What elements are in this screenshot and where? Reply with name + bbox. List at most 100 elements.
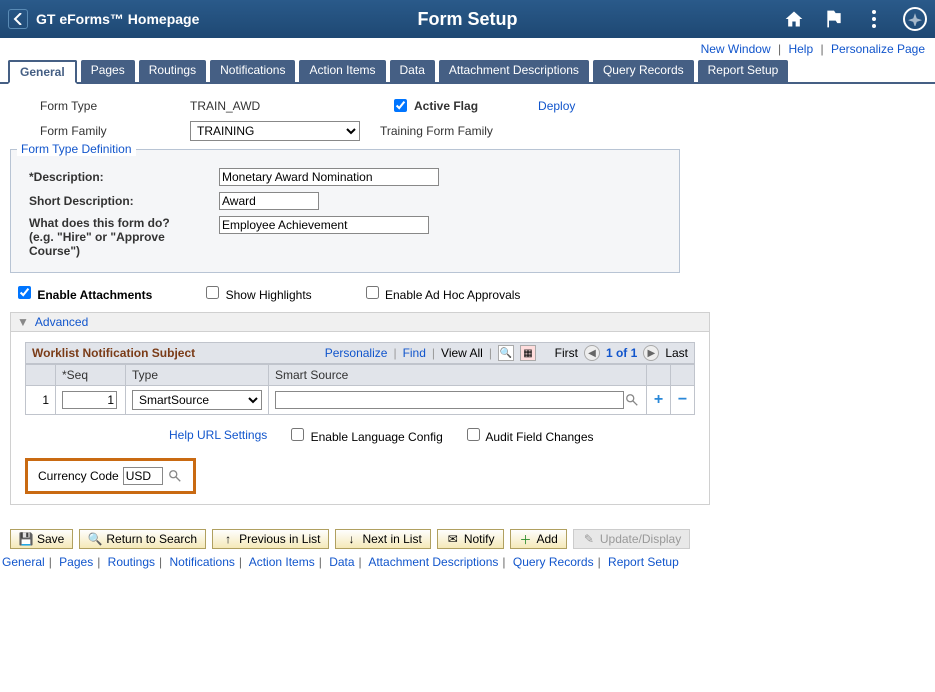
return-search-button[interactable]: 🔍 Return to Search	[79, 529, 206, 549]
col-seq[interactable]: *Seq	[56, 365, 126, 386]
audit-field-option[interactable]: Audit Field Changes	[463, 425, 594, 444]
add-button[interactable]: ＋ Add	[510, 529, 567, 549]
description-label: *Description:	[29, 170, 219, 184]
fl-data[interactable]: Data	[329, 555, 354, 569]
advanced-toggle[interactable]: ▼ Advanced	[10, 312, 710, 332]
currency-code-input[interactable]	[123, 467, 163, 485]
tab-routings[interactable]: Routings	[139, 60, 206, 82]
form-type-definition-group: Form Type Definition *Description: Short…	[10, 149, 680, 273]
separator: |	[432, 346, 435, 360]
fl-pages[interactable]: Pages	[59, 555, 93, 569]
deploy-link[interactable]: Deploy	[538, 99, 575, 113]
show-highlights-checkbox[interactable]	[206, 286, 219, 299]
breadcrumb[interactable]: GT eForms™ Homepage	[36, 11, 199, 27]
compass-icon[interactable]	[903, 7, 927, 31]
enable-attachments-option[interactable]: Enable Attachments	[14, 283, 152, 302]
zoom-icon[interactable]: 🔍	[498, 345, 514, 361]
next-label: Next in List	[362, 532, 421, 546]
audit-field-checkbox[interactable]	[467, 428, 480, 441]
fl-general[interactable]: General	[2, 555, 45, 569]
prev-page-button[interactable]: ◀	[584, 345, 600, 361]
sub-options-row: Help URL Settings Enable Language Config…	[25, 415, 695, 454]
form-family-select[interactable]: TRAINING	[190, 121, 360, 141]
fl-query-records[interactable]: Query Records	[513, 555, 594, 569]
tab-bar: General Pages Routings Notifications Act…	[0, 60, 935, 84]
fl-notifications[interactable]: Notifications	[170, 555, 235, 569]
back-button[interactable]	[8, 9, 28, 29]
active-flag-checkbox[interactable]	[394, 99, 407, 112]
enable-lang-checkbox[interactable]	[291, 428, 304, 441]
tab-notifications[interactable]: Notifications	[210, 60, 295, 82]
tab-query-records[interactable]: Query Records	[593, 60, 694, 82]
tab-pages[interactable]: Pages	[81, 60, 135, 82]
prev-label: Previous in List	[239, 532, 320, 546]
tab-action-items[interactable]: Action Items	[299, 60, 385, 82]
tab-data[interactable]: Data	[390, 60, 435, 82]
new-window-link[interactable]: New Window	[701, 42, 771, 56]
help-link[interactable]: Help	[788, 42, 813, 56]
fl-routings[interactable]: Routings	[108, 555, 155, 569]
lookup-icon[interactable]	[624, 392, 640, 408]
flag-icon[interactable]	[823, 8, 845, 30]
view-all-link[interactable]: View All	[441, 346, 483, 360]
update-icon: ✎	[582, 532, 596, 546]
enable-lang-option[interactable]: Enable Language Config	[287, 425, 442, 444]
enable-adhoc-checkbox[interactable]	[366, 286, 379, 299]
options-row: Enable Attachments Show Highlights Enabl…	[10, 273, 925, 312]
what-does-label: What does this form do? (e.g. "Hire" or …	[29, 216, 219, 258]
table-row: 1 SmartSource + −	[26, 386, 695, 415]
fl-attachment-desc[interactable]: Attachment Descriptions	[368, 555, 498, 569]
fl-action-items[interactable]: Action Items	[249, 555, 315, 569]
top-links: New Window | Help | Personalize Page	[0, 38, 935, 60]
row-num: 1	[26, 386, 56, 415]
tab-attachment-descriptions[interactable]: Attachment Descriptions	[439, 60, 589, 82]
enable-adhoc-option[interactable]: Enable Ad Hoc Approvals	[362, 283, 521, 302]
save-icon: 💾	[19, 532, 33, 546]
col-add	[647, 365, 671, 386]
seq-input[interactable]	[62, 391, 117, 409]
type-select[interactable]: SmartSource	[132, 390, 262, 410]
audit-field-label: Audit Field Changes	[485, 430, 593, 444]
col-source[interactable]: Smart Source	[269, 365, 647, 386]
personalize-link[interactable]: Personalize Page	[831, 42, 925, 56]
separator: |	[393, 346, 396, 360]
download-icon[interactable]: ▦	[520, 345, 536, 361]
delete-row-button[interactable]: −	[678, 391, 687, 408]
next-list-button[interactable]: ↓ Next in List	[335, 529, 430, 549]
first-link[interactable]: First	[555, 346, 578, 360]
home-icon[interactable]	[783, 8, 805, 30]
worklist-grid: *Seq Type Smart Source 1 SmartSource	[25, 364, 695, 415]
add-row-button[interactable]: +	[654, 391, 663, 408]
smart-source-input[interactable]	[275, 391, 624, 409]
find-link[interactable]: Find	[403, 346, 426, 360]
enable-attachments-checkbox[interactable]	[18, 286, 31, 299]
fl-report-setup[interactable]: Report Setup	[608, 555, 679, 569]
last-link[interactable]: Last	[665, 346, 688, 360]
personalize-grid-link[interactable]: Personalize	[325, 346, 388, 360]
prev-icon: ↑	[221, 532, 235, 546]
col-type[interactable]: Type	[126, 365, 269, 386]
update-display-button: ✎ Update/Display	[573, 529, 690, 549]
menu-icon[interactable]	[863, 8, 885, 30]
currency-lookup-icon[interactable]	[167, 468, 183, 484]
enable-adhoc-label: Enable Ad Hoc Approvals	[385, 288, 520, 302]
tab-report-setup[interactable]: Report Setup	[698, 60, 789, 82]
show-highlights-option[interactable]: Show Highlights	[202, 283, 311, 302]
tab-general[interactable]: General	[8, 60, 77, 84]
form-type-label: Form Type	[40, 99, 190, 113]
description-input[interactable]	[219, 168, 439, 186]
short-desc-input[interactable]	[219, 192, 319, 210]
what-does-input[interactable]	[219, 216, 429, 234]
footer-toolbar: 💾 Save 🔍 Return to Search ↑ Previous in …	[0, 517, 935, 553]
currency-code-box: Currency Code	[25, 458, 196, 494]
advanced-body: Worklist Notification Subject Personaliz…	[10, 332, 710, 505]
prev-list-button[interactable]: ↑ Previous in List	[212, 529, 329, 549]
next-page-button[interactable]: ▶	[643, 345, 659, 361]
help-url-link[interactable]: Help URL Settings	[169, 428, 267, 442]
pager: 1 of 1	[606, 346, 637, 360]
form-family-desc: Training Form Family	[380, 124, 493, 138]
notify-button[interactable]: ✉ Notify	[437, 529, 504, 549]
show-highlights-label: Show Highlights	[226, 288, 312, 302]
footer-links: General| Pages| Routings| Notifications|…	[0, 553, 935, 579]
save-button[interactable]: 💾 Save	[10, 529, 73, 549]
